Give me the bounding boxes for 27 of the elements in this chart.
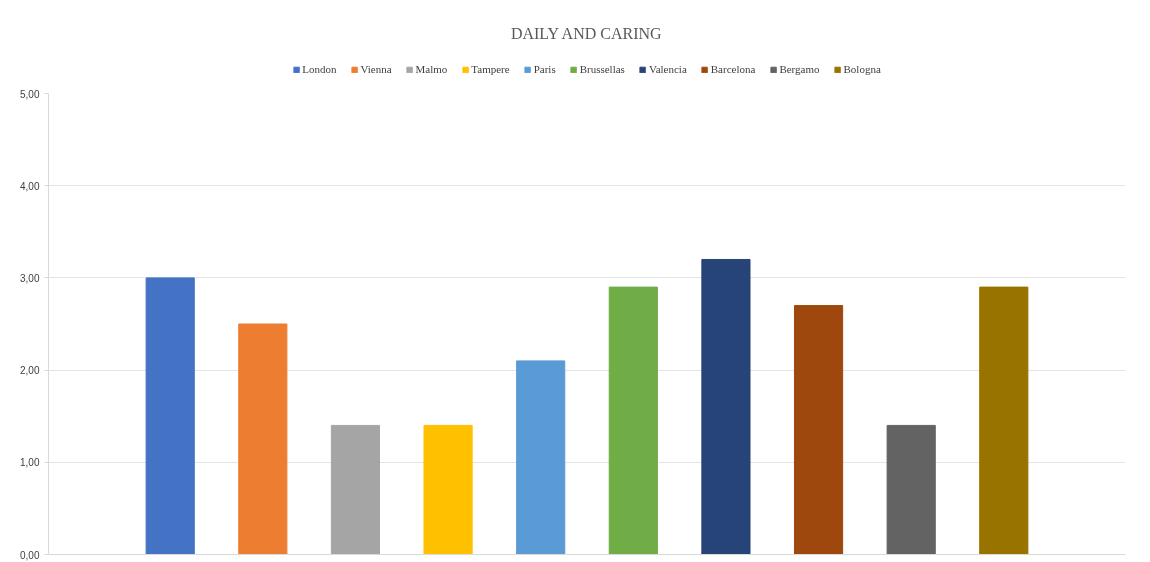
y-tick-label: 2,00 xyxy=(20,365,40,377)
bar xyxy=(793,305,844,555)
legend-label: Valencia xyxy=(648,62,687,76)
bar xyxy=(886,424,936,555)
legend-label: Bergamo xyxy=(779,62,820,76)
legend-label: Barcelona xyxy=(710,62,756,76)
y-tick-label: 4,00 xyxy=(20,180,40,192)
legend-label: Tampere xyxy=(471,62,510,76)
bar xyxy=(701,258,751,555)
bar xyxy=(608,286,658,555)
y-tick-label: 0,00 xyxy=(20,549,40,561)
bar xyxy=(238,323,288,555)
legend-label: Malmo xyxy=(415,62,448,76)
chart-title: DAILY AND CARING xyxy=(510,24,663,42)
bar xyxy=(330,424,381,555)
legend-label: Bologna xyxy=(843,62,881,76)
legend-label: Paris xyxy=(533,62,556,76)
legend-label: Vienna xyxy=(360,62,392,76)
legend-label: London xyxy=(302,62,337,76)
y-tick-label: 5,00 xyxy=(20,88,40,100)
bar xyxy=(145,277,195,555)
bar xyxy=(516,360,566,555)
y-tick-label: 3,00 xyxy=(20,272,40,284)
legend-label: Brussellas xyxy=(579,62,625,76)
y-tick-label: 1,00 xyxy=(20,457,40,469)
bar xyxy=(979,286,1029,555)
bar xyxy=(423,424,473,555)
